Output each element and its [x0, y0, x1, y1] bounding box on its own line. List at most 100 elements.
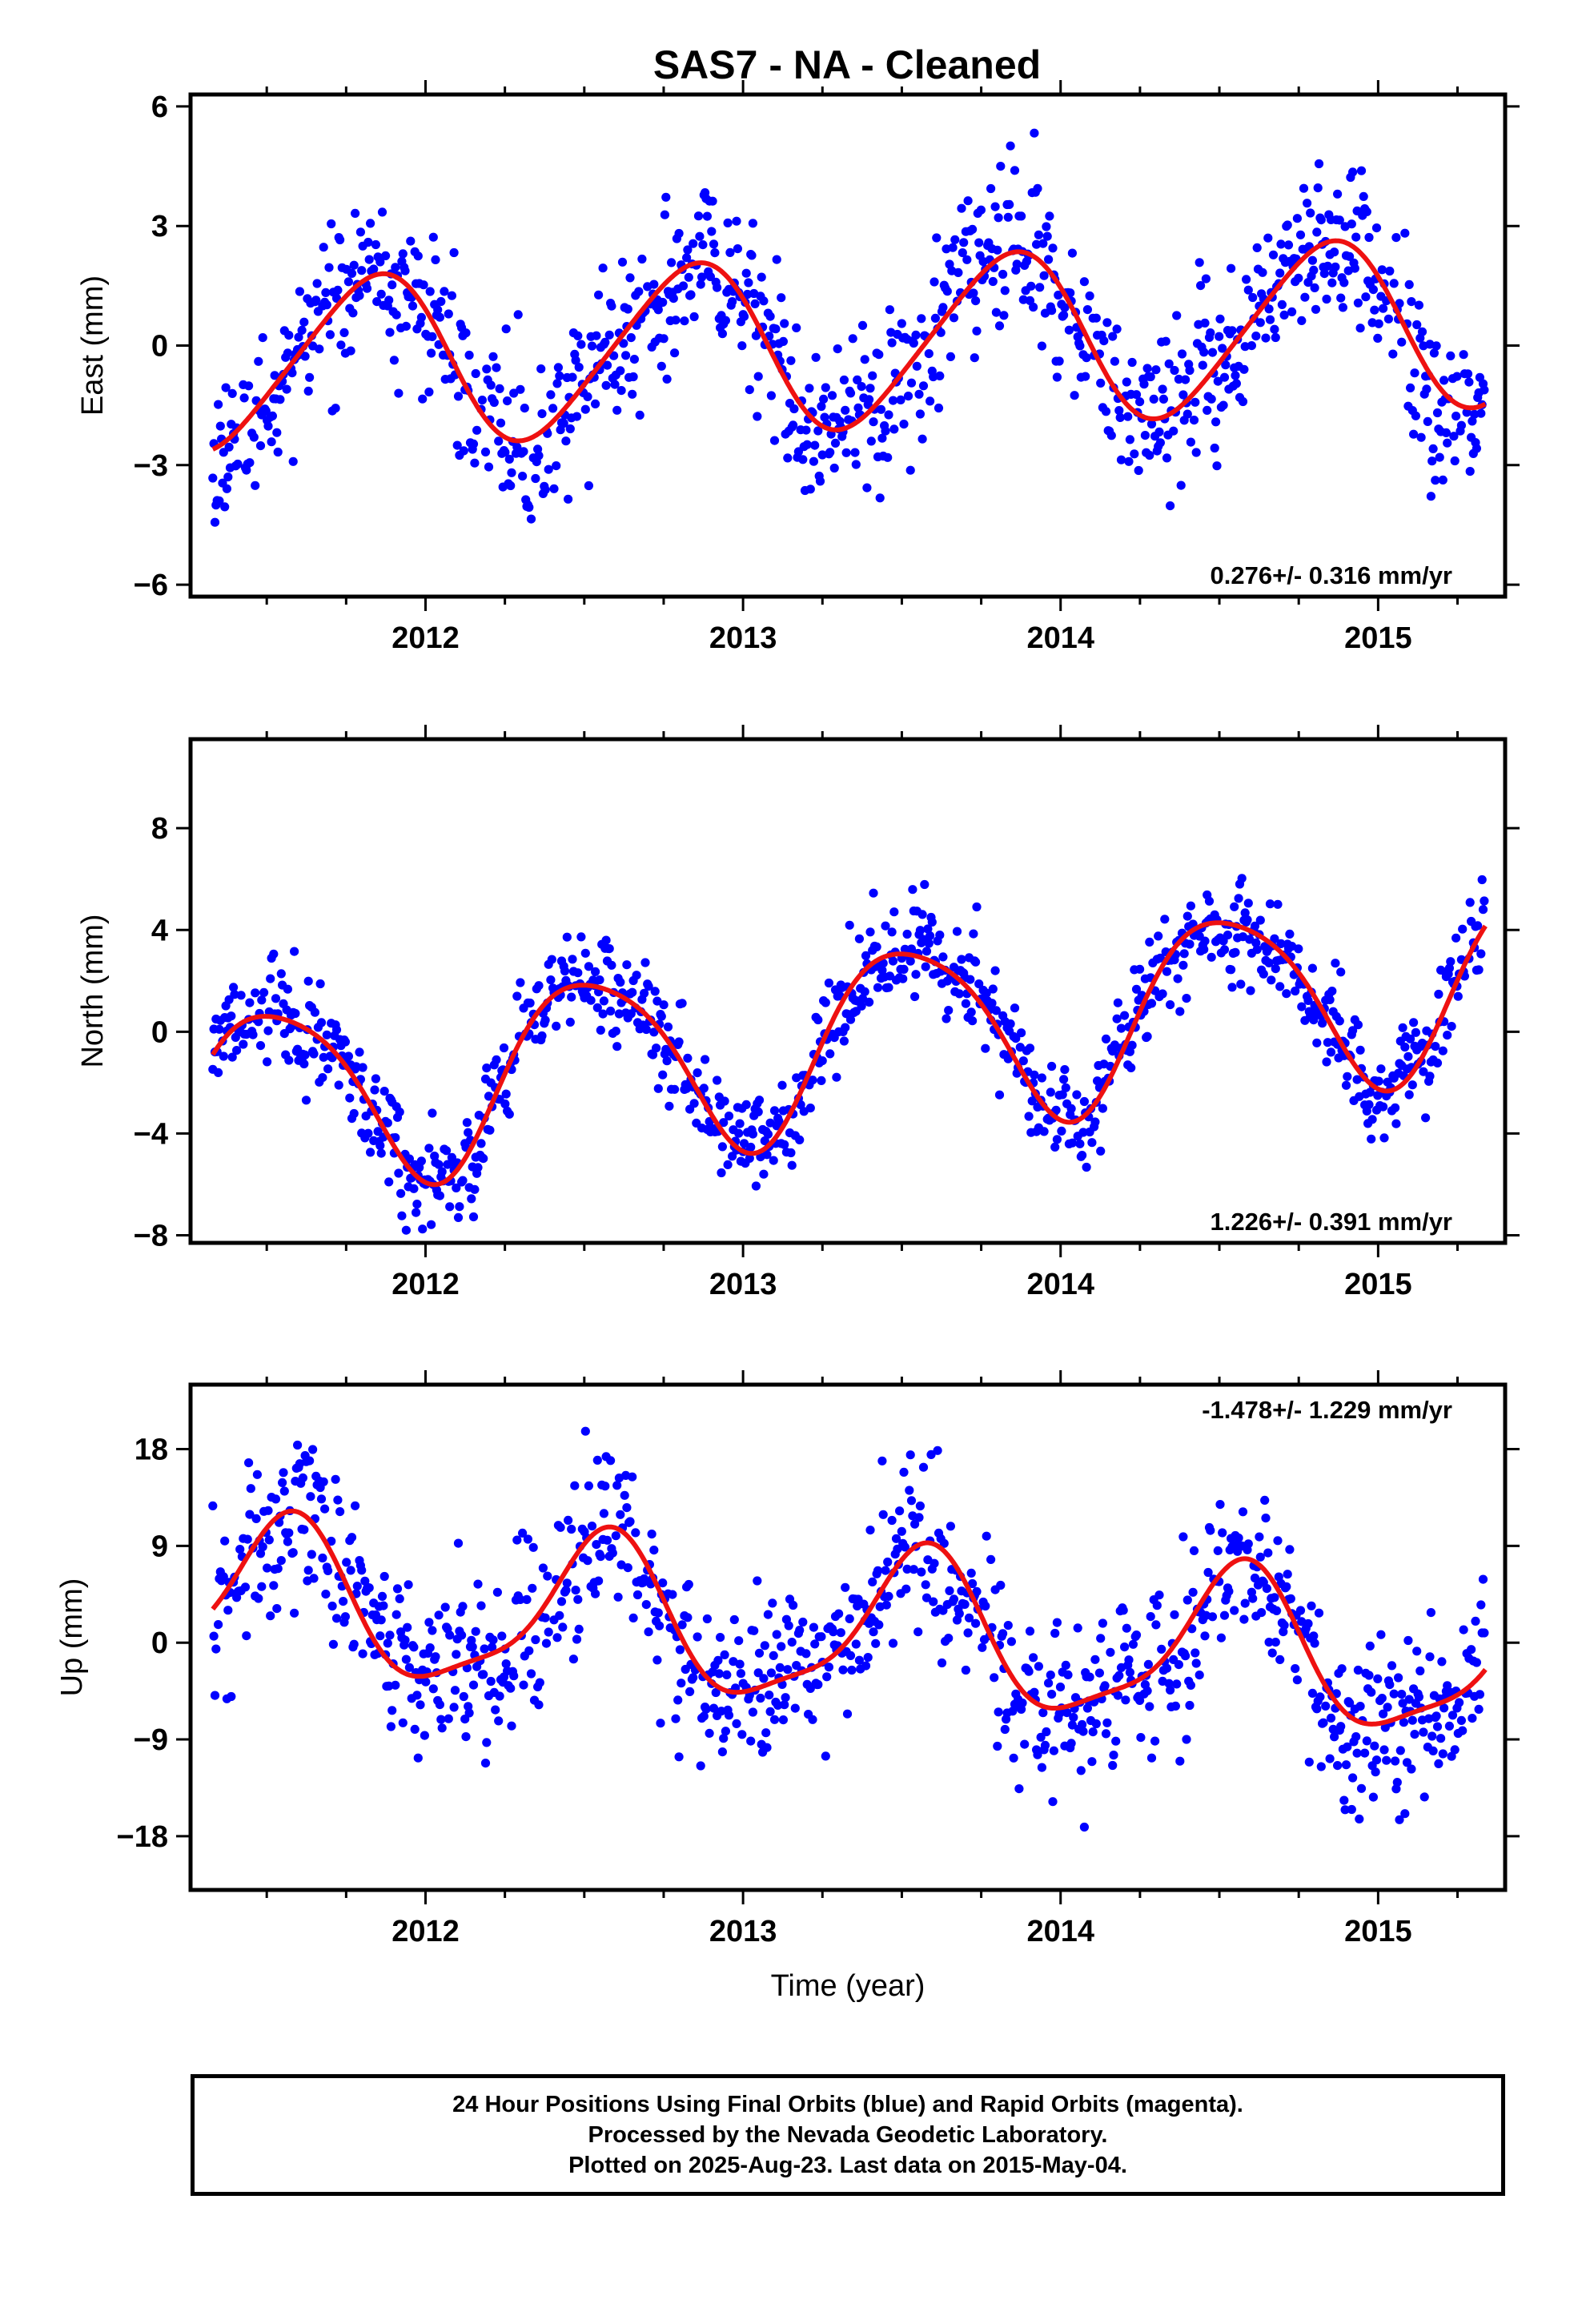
data-point [583, 392, 592, 401]
data-point [486, 1676, 496, 1687]
data-point [1248, 292, 1258, 303]
data-point [991, 1006, 1001, 1015]
data-point [1113, 998, 1122, 1007]
data-point [946, 352, 955, 361]
data-point [897, 319, 906, 328]
data-point [887, 927, 897, 937]
data-point [255, 1041, 266, 1051]
data-point [707, 227, 717, 236]
data-point [549, 484, 559, 493]
data-point [564, 1515, 573, 1525]
data-point [1252, 945, 1262, 955]
data-point [1026, 281, 1036, 291]
data-point [765, 312, 775, 321]
data-point [1309, 1631, 1319, 1641]
data-point [587, 1522, 597, 1531]
data-point [1270, 934, 1279, 943]
data-point [1152, 1601, 1162, 1610]
data-point [1432, 1722, 1443, 1731]
north-x-tick-label: 2014 [1026, 1268, 1094, 1301]
data-point [1134, 465, 1143, 476]
data-point [761, 1728, 771, 1738]
data-point [1045, 211, 1054, 221]
data-point [318, 1073, 327, 1083]
data-point [1341, 1760, 1351, 1770]
data-point [1207, 394, 1216, 404]
data-point [1285, 1545, 1295, 1554]
data-point [592, 331, 601, 340]
data-point [663, 1022, 673, 1031]
data-point [1142, 1031, 1152, 1041]
data-point [591, 967, 600, 976]
data-point [1270, 1593, 1279, 1602]
data-point [258, 1542, 267, 1552]
data-point [1419, 1727, 1428, 1737]
data-point [817, 1632, 826, 1642]
data-point [1215, 332, 1224, 341]
data-point [1243, 915, 1252, 925]
data-point [954, 1609, 964, 1618]
data-point [391, 1680, 400, 1690]
data-point [453, 1538, 464, 1548]
data-point [998, 1629, 1008, 1638]
data-point [1158, 989, 1167, 999]
data-point [1203, 1567, 1213, 1578]
data-point [1227, 983, 1237, 992]
data-point [1458, 1726, 1468, 1735]
data-point [538, 1563, 548, 1573]
data-point [920, 879, 930, 890]
data-point [444, 1714, 453, 1723]
data-point [1050, 1142, 1060, 1152]
data-point [728, 297, 737, 307]
data-point [881, 1600, 891, 1610]
data-point [1379, 1102, 1388, 1112]
data-point [865, 997, 874, 1007]
data-point [1059, 1075, 1069, 1084]
data-point [702, 1614, 713, 1624]
data-point [893, 1544, 902, 1554]
data-point [1042, 222, 1051, 231]
data-point [1337, 1664, 1347, 1674]
data-point [1246, 986, 1255, 995]
data-point [780, 319, 789, 328]
data-point [966, 1007, 976, 1017]
data-point [1114, 1671, 1124, 1680]
data-point [697, 272, 707, 282]
data-point [1326, 1713, 1336, 1723]
data-point [905, 1486, 914, 1495]
data-point [971, 296, 981, 306]
data-point [1373, 1674, 1383, 1683]
data-point [1335, 1016, 1344, 1026]
data-point [267, 437, 276, 447]
up-y-tick-label: 0 [151, 1626, 168, 1660]
data-point [914, 389, 924, 399]
data-point [471, 368, 480, 379]
data-point [930, 313, 940, 323]
data-point [860, 355, 869, 364]
data-point [1379, 1133, 1389, 1143]
data-point [783, 1665, 793, 1675]
data-point [479, 1670, 488, 1679]
data-point [753, 372, 763, 381]
data-point [885, 971, 894, 981]
data-point [802, 440, 812, 449]
data-point [732, 1719, 741, 1728]
data-point [244, 381, 254, 391]
data-point [905, 1450, 915, 1460]
data-point [652, 996, 662, 1006]
data-point [572, 1634, 582, 1644]
data-point [736, 1669, 746, 1679]
data-point [1322, 1057, 1331, 1067]
data-point [1052, 372, 1062, 382]
data-point [684, 272, 693, 282]
data-point [548, 404, 558, 413]
data-point [561, 1586, 571, 1595]
data-point [364, 255, 374, 264]
data-point [1064, 325, 1074, 335]
data-point [729, 1614, 739, 1625]
data-point [513, 310, 523, 320]
data-point [371, 239, 380, 250]
data-point [525, 998, 535, 1008]
data-point [357, 266, 367, 275]
